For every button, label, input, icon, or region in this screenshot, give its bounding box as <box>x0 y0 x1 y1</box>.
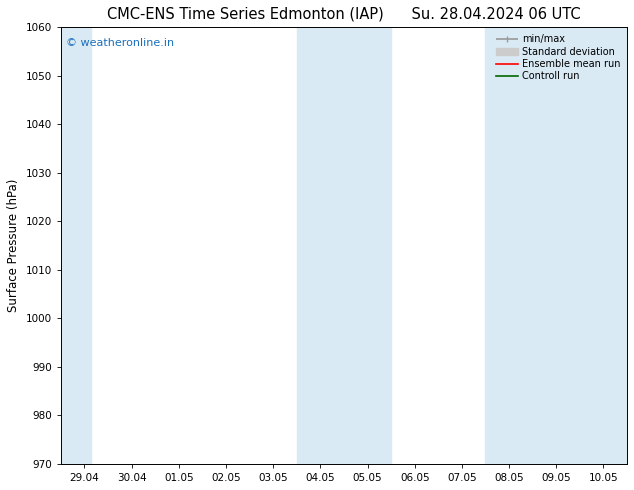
Bar <box>61 27 91 464</box>
Legend: min/max, Standard deviation, Ensemble mean run, Controll run: min/max, Standard deviation, Ensemble me… <box>493 31 623 84</box>
Title: CMC-ENS Time Series Edmonton (IAP)      Su. 28.04.2024 06 UTC: CMC-ENS Time Series Edmonton (IAP) Su. 2… <box>107 7 581 22</box>
Text: © weatheronline.in: © weatheronline.in <box>67 38 174 48</box>
Bar <box>297 27 391 464</box>
Bar <box>486 27 627 464</box>
Y-axis label: Surface Pressure (hPa): Surface Pressure (hPa) <box>7 179 20 312</box>
